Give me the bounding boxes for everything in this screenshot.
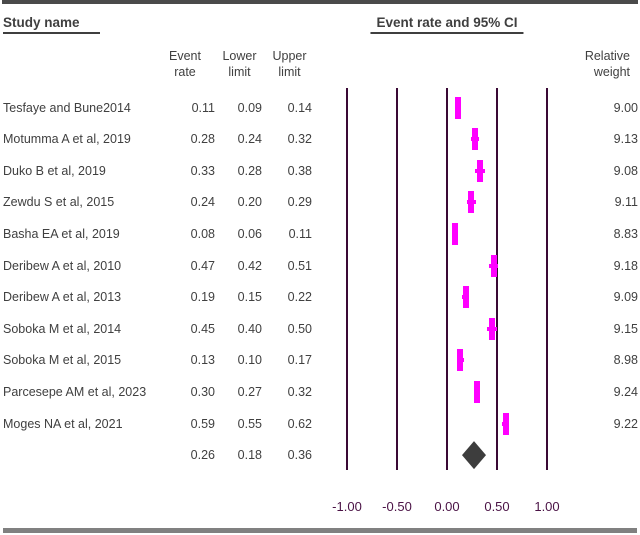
study-name: Deribew A et al, 2013 xyxy=(3,290,122,305)
x-tick-label: -1.00 xyxy=(332,499,362,514)
study-name: Parcesepe AM et al, 2023 xyxy=(3,384,147,399)
lower-limit-value: 0.15 xyxy=(237,290,262,305)
relative-weight-value: 8.83 xyxy=(613,226,638,241)
upper-limit-value: 0.51 xyxy=(287,258,312,273)
summary-diamond xyxy=(462,441,486,470)
event-rate-value: 0.59 xyxy=(190,416,215,431)
event-rate-value: 0.33 xyxy=(190,163,215,178)
upper-limit-value: 0.22 xyxy=(287,290,312,305)
relative-weight-value: 9.15 xyxy=(613,321,638,336)
relative-weight-value: 9.09 xyxy=(613,290,638,305)
study-name: Duko B et al, 2019 xyxy=(3,163,106,178)
study-name-heading: Study name xyxy=(3,15,100,34)
relative-weight-value: 9.00 xyxy=(613,100,638,115)
gridline xyxy=(446,88,448,470)
x-tick-label: -0.50 xyxy=(382,499,412,514)
x-tick-label: 0.00 xyxy=(434,499,460,514)
upper-limit-value: 0.17 xyxy=(287,353,312,368)
upper-limit-value: 0.29 xyxy=(287,195,312,210)
x-tick-label: 0.50 xyxy=(484,499,510,514)
point-estimate-marker xyxy=(474,380,480,403)
top-border-bar xyxy=(2,0,638,4)
lower-limit-value: 0.24 xyxy=(237,132,262,147)
upper-limit-value: 0.62 xyxy=(287,416,312,431)
lower-limit-value: 0.28 xyxy=(237,163,262,178)
lower-limit-value: 0.10 xyxy=(237,353,262,368)
summary-lower-limit: 0.18 xyxy=(237,448,262,463)
gridline xyxy=(546,88,548,470)
upper-limit-value: 0.32 xyxy=(287,132,312,147)
event-rate-value: 0.19 xyxy=(190,290,215,305)
relative-weight-value: 8.98 xyxy=(613,353,638,368)
point-estimate-marker xyxy=(468,191,474,214)
point-estimate-marker xyxy=(472,128,478,151)
relative-weight-value: 9.13 xyxy=(613,132,638,147)
relative-weight-value: 9.22 xyxy=(613,416,638,431)
relative-weight-value: 9.18 xyxy=(613,258,638,273)
study-name: Soboka M et al, 2014 xyxy=(3,321,122,336)
lower-limit-value: 0.40 xyxy=(237,321,262,336)
event-rate-value: 0.47 xyxy=(190,258,215,273)
relative-weight-value: 9.11 xyxy=(614,195,638,210)
point-estimate-marker xyxy=(491,254,497,277)
study-name: Soboka M et al, 2015 xyxy=(3,353,122,368)
x-tick-label: 1.00 xyxy=(534,499,560,514)
column-header-upper-limit: Upper limit xyxy=(272,49,307,79)
summary-upper-limit: 0.36 xyxy=(287,448,312,463)
study-name: Basha EA et al, 2019 xyxy=(3,226,120,241)
point-estimate-marker xyxy=(452,222,458,245)
study-name: Zewdu S et al, 2015 xyxy=(3,195,115,210)
column-header-event-rate: Event rate xyxy=(169,49,201,79)
point-estimate-marker xyxy=(489,317,495,340)
event-rate-value: 0.11 xyxy=(191,100,215,115)
upper-limit-value: 0.14 xyxy=(287,100,312,115)
study-name: Tesfaye and Bune2014 xyxy=(3,100,131,115)
gridline xyxy=(346,88,348,470)
point-estimate-marker xyxy=(457,349,463,372)
point-estimate-marker xyxy=(463,286,469,309)
bottom-border-bar xyxy=(3,528,637,533)
lower-limit-value: 0.09 xyxy=(237,100,262,115)
lower-limit-value: 0.06 xyxy=(237,226,262,241)
event-rate-value: 0.13 xyxy=(190,353,215,368)
gridline xyxy=(496,88,498,470)
point-estimate-marker xyxy=(455,96,461,119)
relative-weight-value: 9.24 xyxy=(613,384,638,399)
event-rate-value: 0.28 xyxy=(190,132,215,147)
summary-event-rate: 0.26 xyxy=(190,448,215,463)
point-estimate-marker xyxy=(503,412,509,435)
event-rate-value: 0.08 xyxy=(190,226,215,241)
event-rate-value: 0.24 xyxy=(190,195,215,210)
upper-limit-value: 0.32 xyxy=(287,384,312,399)
relative-weight-value: 9.08 xyxy=(613,163,638,178)
event-rate-value: 0.45 xyxy=(190,321,215,336)
study-name: Deribew A et al, 2010 xyxy=(3,258,122,273)
lower-limit-value: 0.55 xyxy=(237,416,262,431)
study-name: Moges NA et al, 2021 xyxy=(3,416,123,431)
lower-limit-value: 0.20 xyxy=(237,195,262,210)
upper-limit-value: 0.50 xyxy=(287,321,312,336)
gridline xyxy=(396,88,398,470)
lower-limit-value: 0.27 xyxy=(237,384,262,399)
event-rate-value: 0.30 xyxy=(190,384,215,399)
upper-limit-value: 0.11 xyxy=(288,226,312,241)
column-header-lower-limit: Lower limit xyxy=(222,49,257,79)
upper-limit-value: 0.38 xyxy=(287,163,312,178)
lower-limit-value: 0.42 xyxy=(237,258,262,273)
plot-heading: Event rate and 95% CI xyxy=(370,15,524,34)
column-header-relative-weight: Relative weight xyxy=(584,49,630,79)
study-name: Motumma A et al, 2019 xyxy=(3,132,131,147)
point-estimate-marker xyxy=(477,159,483,182)
